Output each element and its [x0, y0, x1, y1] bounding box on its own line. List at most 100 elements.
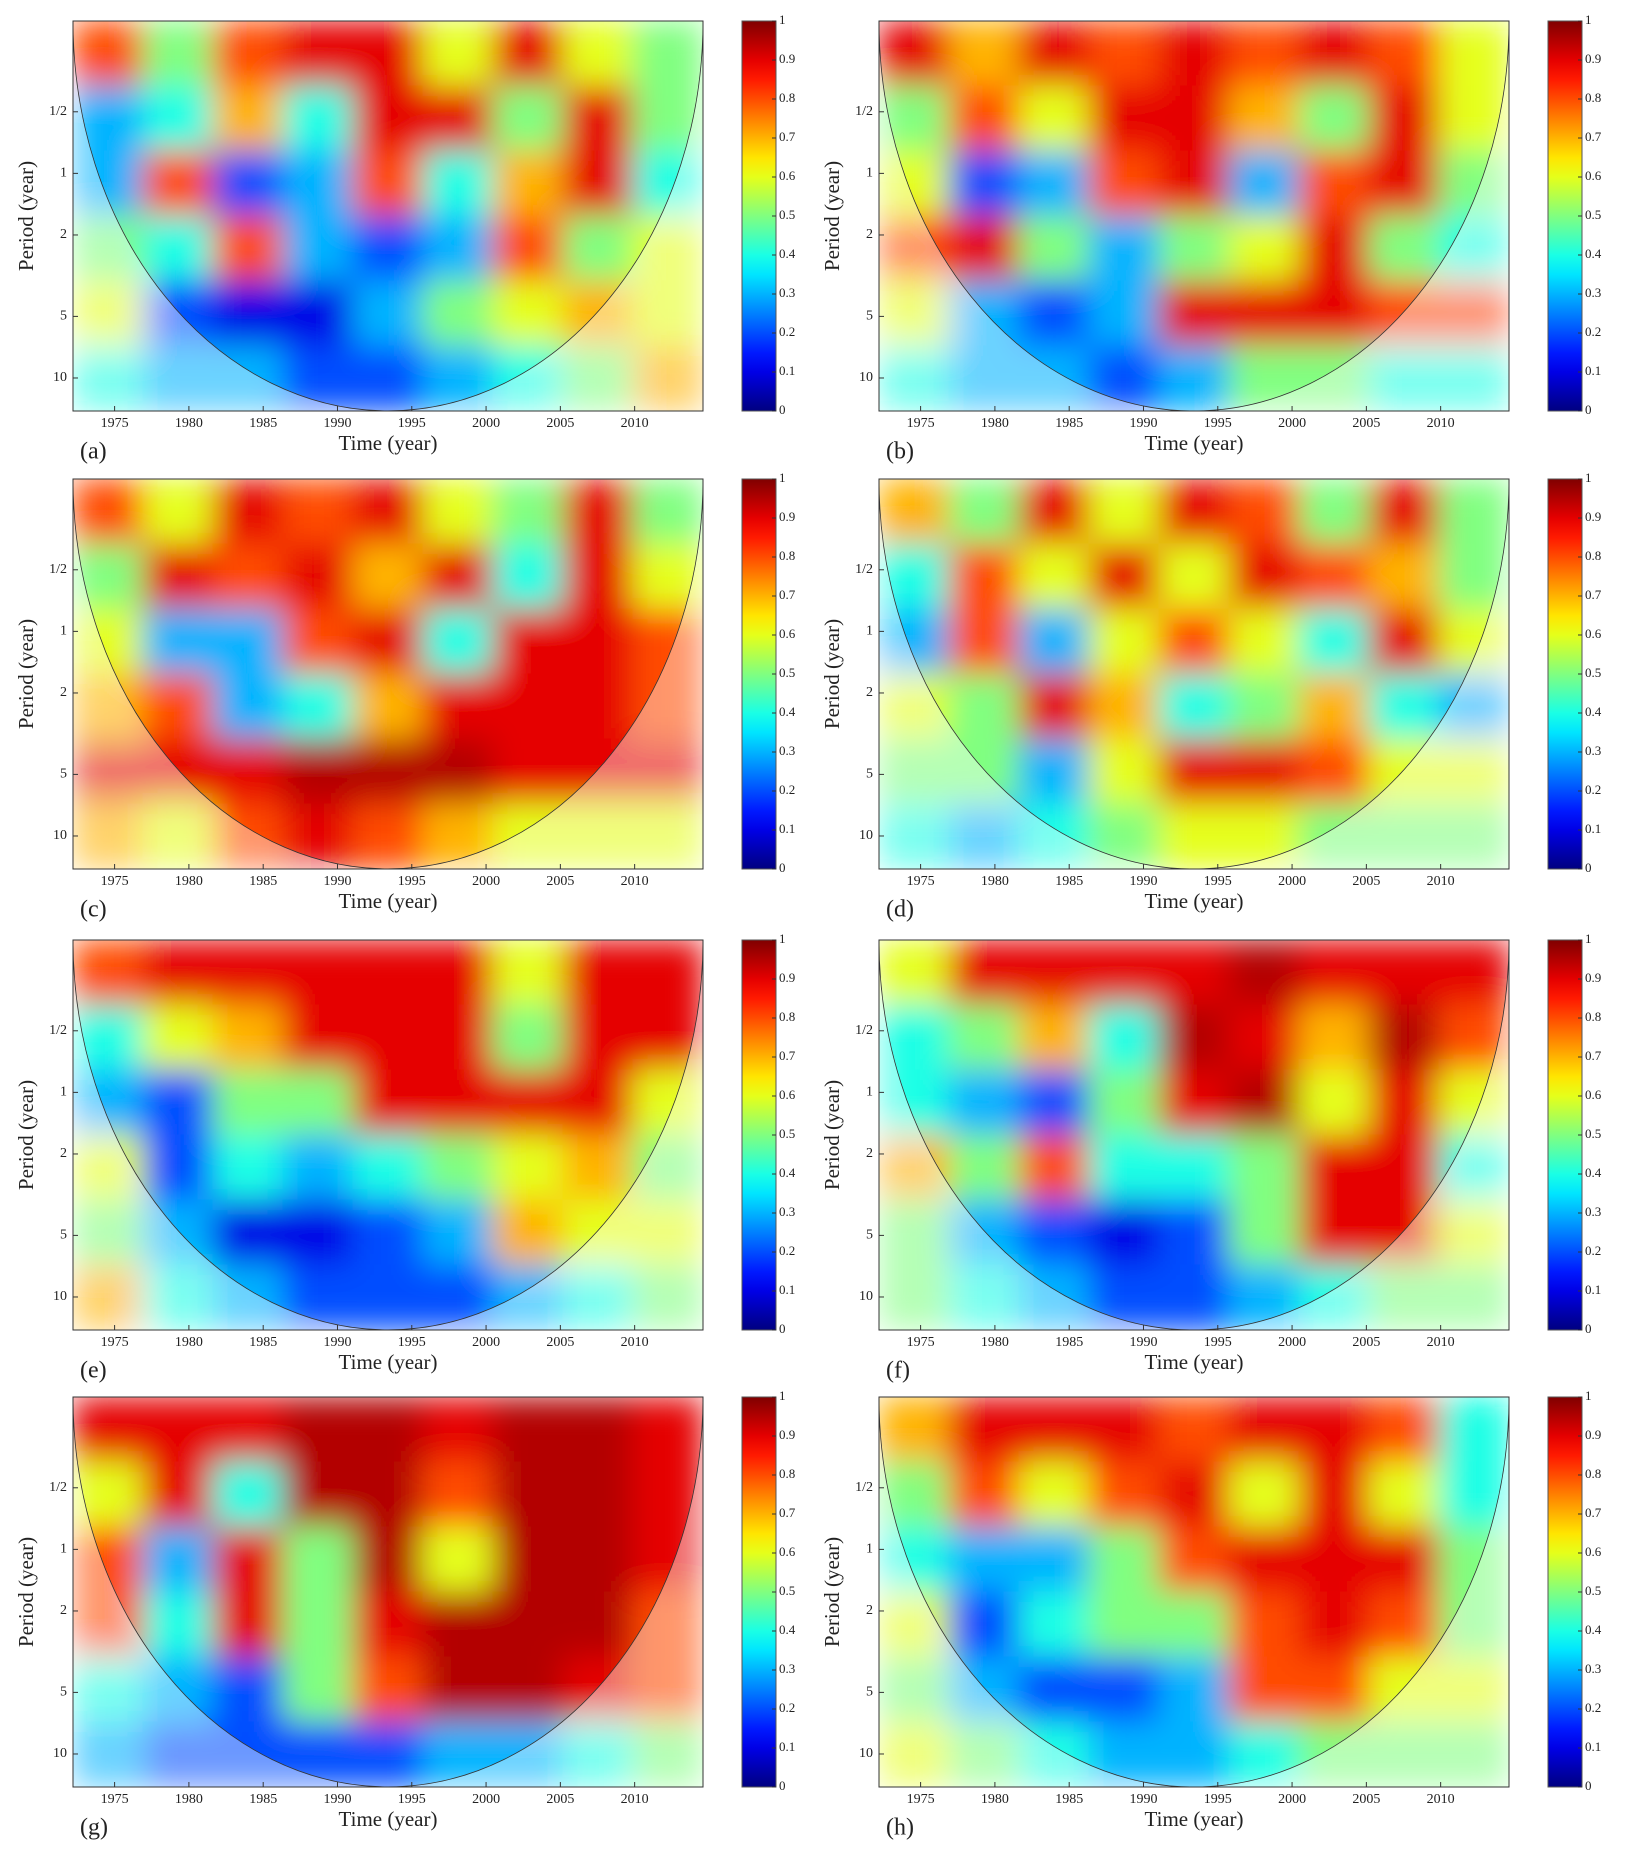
cell: [632, 1004, 703, 1071]
cell: [1158, 543, 1230, 610]
colorbar: [741, 1396, 777, 1788]
colorbar-tick-label: 1: [1585, 931, 1592, 946]
cell: [422, 215, 494, 282]
colorbar-tick-label: 0.5: [779, 1583, 795, 1598]
cell: [948, 1069, 1020, 1136]
colorbar-tick-label: 0: [779, 860, 786, 875]
colorbar-tick-label: 0.5: [779, 665, 795, 680]
x-tick-label: 1975: [101, 1335, 129, 1350]
cell: [1228, 608, 1300, 675]
plot-frame: [878, 478, 1510, 870]
x-tick-label: 2000: [1278, 874, 1306, 889]
colorbar-tick-label: 0.5: [1585, 1583, 1601, 1598]
cell: [73, 543, 144, 610]
cell: [422, 673, 494, 740]
x-tick-label: 1995: [1204, 1335, 1232, 1350]
cell: [73, 738, 144, 805]
cell: [1368, 1264, 1440, 1330]
cell: [948, 1591, 1020, 1658]
cell: [492, 345, 564, 411]
cell: [1228, 1656, 1300, 1723]
cell: [1438, 1721, 1509, 1787]
cell: [1438, 608, 1509, 675]
y-tick-label: 5: [60, 767, 67, 782]
cell: [212, 608, 284, 675]
cell: [1088, 1526, 1160, 1593]
x-tick-label: 1985: [249, 1335, 277, 1350]
colorbar-tick-label: 0.1: [1585, 821, 1601, 836]
x-tick-label: 1975: [101, 416, 129, 431]
x-tick-label: 1980: [175, 416, 203, 431]
cell: [562, 479, 634, 545]
cell: [492, 85, 564, 152]
cell: [1438, 1397, 1509, 1463]
cell: [73, 1264, 144, 1330]
y-tick-label: 1/2: [49, 104, 67, 119]
colorbar-tick-label: 0.6: [1585, 626, 1602, 641]
cell: [948, 150, 1020, 217]
cell: [562, 673, 634, 740]
cell: [73, 1721, 144, 1787]
cell: [1298, 1397, 1370, 1463]
cell: [632, 1199, 703, 1266]
cell: [352, 1656, 424, 1723]
cell: [282, 1656, 354, 1723]
cell: [1228, 1397, 1300, 1463]
colorbar-tick-label: 0.8: [1585, 1009, 1601, 1024]
cell: [879, 85, 950, 152]
y-tick-label: 1: [866, 624, 873, 639]
cell: [1438, 1199, 1509, 1266]
cell: [352, 940, 424, 1006]
x-tick-label: 2000: [472, 1792, 500, 1807]
cell: [142, 21, 214, 87]
colorbar-tick-label: 0.9: [1585, 509, 1601, 524]
x-tick-label: 1995: [398, 1335, 426, 1350]
x-tick-label: 2005: [1352, 1335, 1380, 1350]
cell: [1018, 1721, 1090, 1787]
x-axis-label: Time (year): [339, 889, 438, 913]
cell: [1438, 803, 1509, 869]
x-tick-label: 2005: [1352, 416, 1380, 431]
cell: [492, 1134, 564, 1201]
cell: [1298, 1721, 1370, 1787]
panel-label: (g): [80, 1815, 108, 1841]
x-axis-label: Time (year): [339, 1350, 438, 1374]
cell: [422, 1591, 494, 1658]
cell: [492, 21, 564, 87]
colorbar-tick-label: 0.5: [779, 1126, 795, 1141]
cell: [422, 1069, 494, 1136]
cell: [212, 280, 284, 347]
y-tick-label: 10: [859, 828, 873, 843]
cell: [352, 1591, 424, 1658]
x-tick-label: 2010: [621, 874, 649, 889]
cell: [948, 673, 1020, 740]
cells: [73, 940, 703, 1330]
colorbar-tick-label: 0.7: [779, 1505, 796, 1520]
cell: [73, 1004, 144, 1071]
cell: [632, 21, 703, 87]
cell: [1018, 1134, 1090, 1201]
cell: [879, 150, 950, 217]
cell: [142, 543, 214, 610]
cell: [1158, 673, 1230, 740]
cell: [1018, 1461, 1090, 1528]
colorbar-tick-label: 0.1: [1585, 1739, 1601, 1754]
cell: [352, 280, 424, 347]
colorbar: [741, 478, 777, 870]
cell: [1158, 803, 1230, 869]
cell: [492, 1656, 564, 1723]
cell: [632, 150, 703, 217]
cell: [142, 1461, 214, 1528]
plot-frame: [878, 20, 1510, 412]
colorbar-tick-label: 1: [779, 12, 786, 27]
cell: [492, 1069, 564, 1136]
cell: [212, 940, 284, 1006]
cell: [142, 1004, 214, 1071]
cell: [492, 1461, 564, 1528]
cell: [1438, 1069, 1509, 1136]
cell: [1228, 1199, 1300, 1266]
x-tick-label: 2010: [621, 1335, 649, 1350]
y-tick-label: 1: [866, 166, 873, 181]
plot-frame: [72, 939, 704, 1331]
cell: [1158, 940, 1230, 1006]
